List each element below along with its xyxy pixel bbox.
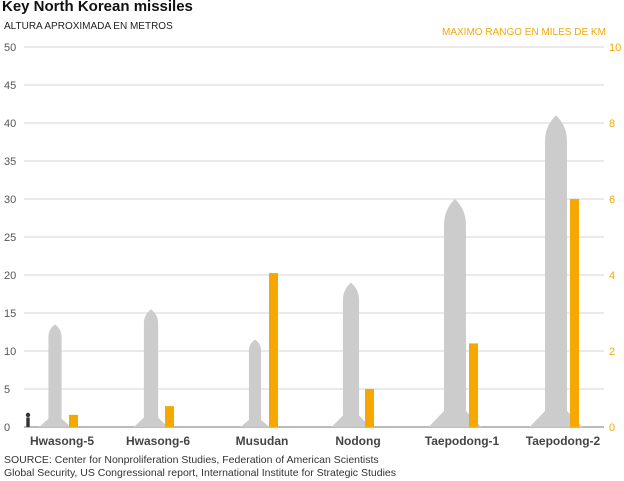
source-line-2: Global Security, US Congressional report…: [4, 467, 397, 479]
category-label: Taepodong-1: [425, 434, 500, 448]
right-axis-label: MAXIMO RANGO EN MILES DE KM: [442, 27, 606, 38]
right-tick-label: 4: [609, 270, 615, 282]
left-tick-label: 50: [4, 42, 16, 54]
left-tick-label: 35: [4, 156, 16, 168]
source-line-1: SOURCE: Center for Nonproliferation Stud…: [4, 454, 379, 466]
left-tick-label: 0: [4, 422, 10, 434]
left-tick-label: 15: [4, 308, 16, 320]
human-figure-icon: [25, 412, 31, 418]
right-tick-label: 6: [609, 194, 615, 206]
category-label: Hwasong-5: [30, 434, 94, 448]
chart-title: Key North Korean missiles: [2, 0, 193, 15]
missile-silhouette: [240, 339, 270, 427]
range-bar: [69, 414, 78, 427]
right-tick-label: 0: [609, 422, 615, 434]
left-axis-label: ALTURA APROXIMADA EN METROS: [4, 21, 173, 32]
left-tick-label: 20: [4, 270, 16, 282]
right-tick-label: 2: [609, 346, 615, 358]
category-label: Taepodong-2: [526, 434, 601, 448]
range-bar: [269, 273, 278, 427]
missile-silhouette: [529, 115, 583, 428]
category-label: Nodong: [335, 434, 380, 448]
category-label: Hwasong-6: [126, 434, 190, 448]
missile-silhouette: [331, 282, 371, 427]
left-tick-label: 10: [4, 346, 16, 358]
range-bar: [570, 199, 579, 427]
left-tick-label: 25: [4, 232, 16, 244]
category-label: Musudan: [236, 434, 289, 448]
left-tick-label: 40: [4, 118, 16, 130]
missile-silhouette: [133, 309, 169, 427]
range-bar: [165, 406, 174, 427]
missile-silhouette: [428, 199, 482, 427]
left-tick-label: 30: [4, 194, 16, 206]
right-tick-label: 10: [609, 42, 621, 54]
range-bar: [365, 389, 374, 427]
left-tick-label: 5: [4, 384, 10, 396]
right-tick-label: 8: [609, 118, 615, 130]
human-figure-icon: [26, 417, 30, 427]
missile-silhouette: [39, 324, 71, 427]
left-tick-label: 45: [4, 80, 16, 92]
range-bar: [469, 343, 478, 427]
